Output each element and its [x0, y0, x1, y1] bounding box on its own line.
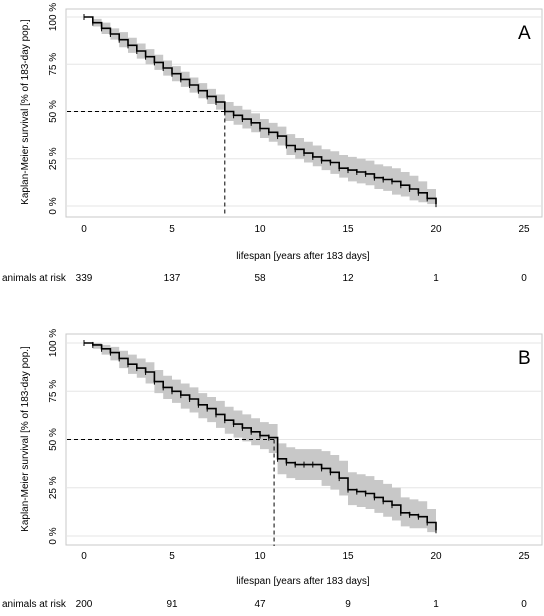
x-tick-label: 5: [169, 224, 175, 235]
y-tick-label: 75 %: [48, 380, 59, 403]
y-tick-label: 0 %: [48, 527, 59, 544]
panel-b: 0 %25 %50 %75 %100 % 0 5 10 15 20 25 Kaplan-M…: [2, 329, 543, 610]
risk-count: 1: [433, 599, 439, 610]
risk-table-label: animals at risk: [2, 599, 67, 610]
confidence-band-area: [84, 17, 436, 206]
x-axis-label: lifespan [years after 183 days]: [236, 576, 370, 587]
y-tick-label: 75 %: [48, 53, 59, 76]
x-tick-label: 25: [518, 551, 530, 562]
risk-table-label: animals at risk: [2, 273, 67, 284]
censor-marks: [83, 340, 437, 534]
x-tick-labels: 0 5 10 15 20 25: [81, 224, 530, 235]
y-tick-labels: 0 % 25 % 50 % 75 % 100 %: [48, 329, 59, 545]
x-tick-labels: 0 5 10 15 20 25: [81, 551, 530, 562]
y-tick-label: 100 %: [48, 329, 59, 357]
x-tick-label: 5: [169, 551, 175, 562]
y-tick-label: 50 %: [48, 100, 59, 123]
risk-count: 200: [76, 599, 93, 610]
risk-count: 1: [433, 273, 439, 284]
x-tick-label: 10: [254, 551, 266, 562]
y-tick-labels: 0 % 25 % 50 % 75 % 100 %: [48, 3, 59, 215]
survival-curve: [84, 342, 437, 531]
risk-count: 58: [254, 273, 266, 284]
median-survival-lines: [67, 439, 275, 546]
x-tick-label: 10: [254, 224, 266, 235]
x-tick-label: 0: [81, 224, 87, 235]
y-tick-label: 100 %: [48, 3, 59, 31]
x-tick-label: 20: [430, 224, 442, 235]
x-axis-label: lifespan [years after 183 days]: [236, 251, 370, 262]
risk-count: 0: [521, 599, 527, 610]
y-tick-label: 0 %: [48, 197, 59, 214]
panel-label: A: [518, 23, 531, 44]
x-tick-label: 15: [342, 224, 354, 235]
panel-a: 0 %25 %50 %75 %100 % 0 5 10 15 20 25 Kaplan-M…: [2, 3, 543, 284]
x-tick-label: 15: [342, 551, 354, 562]
risk-count: 339: [76, 273, 93, 284]
panel-label: B: [518, 348, 531, 369]
risk-count: 91: [166, 599, 178, 610]
y-tick-label: 50 %: [48, 428, 59, 451]
risk-count: 47: [254, 599, 266, 610]
median-survival-lines: [67, 111, 226, 216]
x-tick-label: 20: [430, 551, 442, 562]
x-tick-label: 25: [518, 224, 530, 235]
risk-count: 12: [342, 273, 354, 284]
y-axis-label: Kaplan-Meier survival [% of 183-day pop.…: [20, 19, 31, 205]
y-tick-label: 25 %: [48, 147, 59, 170]
censor-marks: [83, 14, 437, 208]
risk-count: 9: [345, 599, 351, 610]
confidence-band: [84, 17, 436, 206]
y-axis-label: Kaplan-Meier survival [% of 183-day pop.…: [20, 346, 31, 532]
risk-counts: 339 137 58 12 1 0: [76, 273, 528, 284]
plot-frame: [65, 8, 543, 218]
survival-step-line: [84, 342, 437, 531]
risk-count: 0: [521, 273, 527, 284]
risk-count: 137: [164, 273, 181, 284]
risk-counts: 200 91 47 9 1 0: [76, 599, 528, 610]
y-tick-label: 25 %: [48, 476, 59, 499]
x-tick-label: 0: [81, 551, 87, 562]
